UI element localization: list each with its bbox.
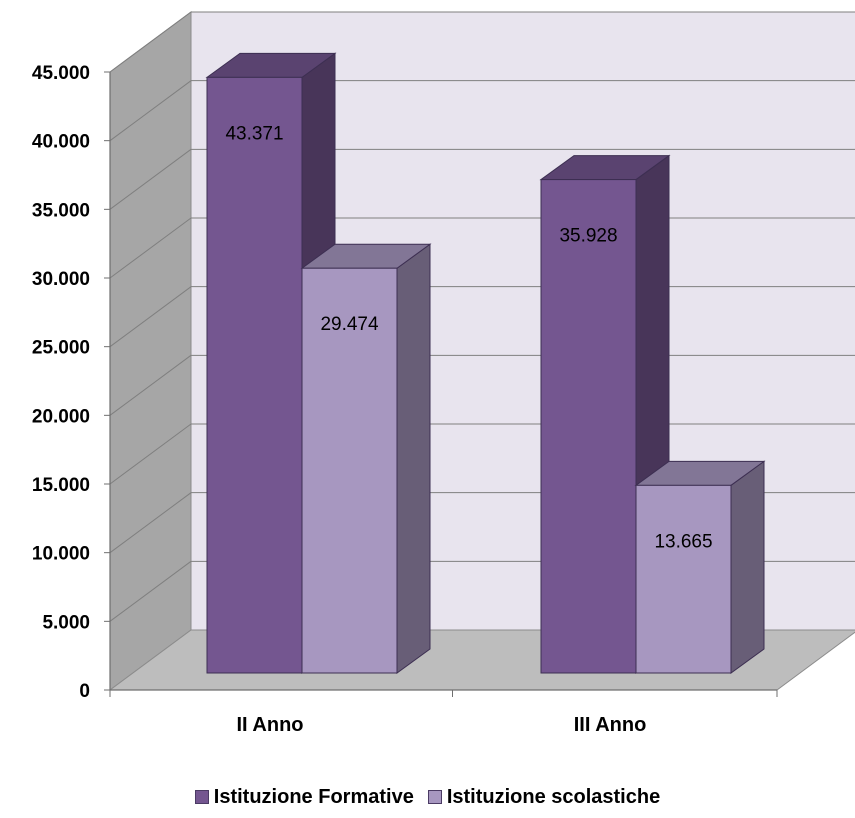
data-label-1-1: 43.371 [225,123,283,144]
bar-2-1 [300,243,432,674]
gridline-side [109,148,192,210]
side-wall [109,11,192,691]
gridline-side [109,217,192,279]
y-tick-label: 25.000 [32,338,90,359]
gridline-side [109,80,192,142]
legend-item-series-2: Istituzione scolastiche [427,785,661,809]
bar-side-face [396,243,431,674]
bar-side-face [730,460,765,674]
bar-2-2 [634,460,766,674]
y-tick-label: 5.000 [42,612,90,633]
y-tick-label: 40.000 [32,132,90,153]
bar-front-face [540,179,637,674]
legend: Istituzione Formative Istituzione scolas… [0,782,855,812]
y-tick-label: 0 [79,681,90,702]
y-tick-label: 35.000 [32,200,90,221]
axes [104,71,778,697]
data-label-2-2: 13.665 [654,531,712,552]
legend-swatch-series-1 [194,790,209,804]
data-labels: 43.371 29.474 35.928 13.665 [225,123,712,552]
y-tick-label: 30.000 [32,269,90,290]
gridline-side [109,286,192,348]
data-label-2-1: 29.474 [320,314,379,335]
legend-label-series-2: Istituzione scolastiche [446,785,661,808]
gridline-side [109,11,192,73]
y-tick-label: 15.000 [32,475,90,496]
y-tick-label: 10.000 [32,544,90,565]
gridline-side [109,354,192,416]
legend-item-series-1: Istituzione Formative [194,785,414,809]
x-axis-category-labels: II Anno III Anno [236,714,646,736]
y-tick-label: 45.000 [32,63,90,84]
gridline-side [109,492,192,554]
x-category-label: III Anno [574,714,647,736]
legend-label-series-1: Istituzione Formative [213,785,414,808]
bars [205,52,766,674]
gridline-side [109,423,192,485]
bar-front-face [206,76,303,674]
bar-front-face [635,484,732,674]
y-axis-tick-labels: 0 5.000 10.000 15.000 20.000 25.000 30.000 35.0… [32,63,90,702]
bar-front-face [301,267,398,674]
data-label-1-2: 35.928 [559,226,617,247]
x-category-label: II Anno [236,714,303,736]
y-tick-label: 20.000 [32,406,90,427]
legend-swatch-series-2 [427,790,442,804]
gridline-side [109,560,192,622]
